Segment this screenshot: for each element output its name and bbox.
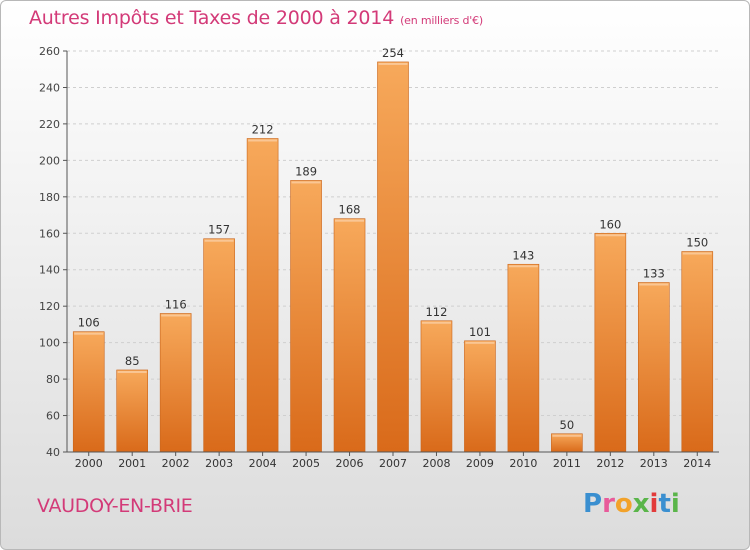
x-tick-label: 2001 xyxy=(118,457,146,470)
data-label: 50 xyxy=(560,418,575,432)
x-tick-label: 2012 xyxy=(596,457,624,470)
y-tick-label: 240 xyxy=(39,81,60,94)
bar xyxy=(681,251,714,453)
axis-layer: 40 60 80 100 120 140 160 180 200 220 240 260 2000 200… xyxy=(39,45,719,470)
title-main: Autres Impôts et Taxes de 2000 à 2014 xyxy=(29,7,395,29)
x-tick-label: 2013 xyxy=(640,457,668,470)
data-label: 101 xyxy=(469,325,491,339)
y-tick-label: 120 xyxy=(39,300,60,313)
bar-highlight xyxy=(248,139,278,142)
logo-letter: r xyxy=(602,489,615,519)
bars-layer: 106 85 116 157 212 189 168 254 112 101 143 50 160 133… xyxy=(72,46,714,453)
bar xyxy=(290,180,322,453)
bar xyxy=(159,313,192,453)
y-tick-label: 160 xyxy=(39,227,60,240)
logo-letter: o xyxy=(614,489,633,519)
bar xyxy=(116,369,148,453)
bar-highlight xyxy=(335,219,365,222)
bar-highlight xyxy=(421,321,451,324)
logo-letter: t xyxy=(658,489,671,519)
y-tick-label: 220 xyxy=(39,118,60,131)
bar-highlight xyxy=(204,239,234,242)
data-label: 168 xyxy=(339,203,361,217)
x-tick-label: 2002 xyxy=(162,457,190,470)
data-label: 133 xyxy=(643,266,665,280)
proxiti-logo: Proxiti xyxy=(583,489,680,519)
data-label: 160 xyxy=(599,217,621,231)
data-label: 85 xyxy=(125,354,140,368)
y-tick-label: 140 xyxy=(39,264,60,277)
bar-highlight xyxy=(117,370,147,373)
data-label: 150 xyxy=(686,236,708,250)
logo-letter: P xyxy=(583,489,603,519)
y-tick-label: 40 xyxy=(46,446,60,459)
logo-letter: i xyxy=(670,489,680,519)
bar xyxy=(464,340,496,453)
x-tick-label: 2009 xyxy=(466,457,494,470)
bar xyxy=(377,61,409,453)
bar xyxy=(594,232,627,453)
data-label: 116 xyxy=(165,297,187,311)
bar-highlight xyxy=(291,181,321,184)
chart-title: Autres Impôts et Taxes de 2000 à 2014 (en… xyxy=(29,7,483,29)
bar-highlight xyxy=(682,252,712,255)
y-tick-label: 200 xyxy=(39,154,60,167)
x-tick-label: 2005 xyxy=(292,457,320,470)
bar xyxy=(246,138,279,453)
bar xyxy=(72,331,105,453)
title-unit: (en milliers d'€) xyxy=(400,14,483,27)
x-tick-label: 2003 xyxy=(205,457,233,470)
bar xyxy=(203,238,235,453)
bar-highlight xyxy=(639,283,669,286)
data-label: 254 xyxy=(382,46,404,60)
bar-highlight xyxy=(161,314,191,317)
x-tick-label: 2008 xyxy=(422,457,450,470)
x-tick-label: 2010 xyxy=(509,457,537,470)
y-tick-label: 100 xyxy=(39,337,60,350)
y-tick-label: 180 xyxy=(39,191,60,204)
x-tick-label: 2000 xyxy=(75,457,103,470)
data-label: 106 xyxy=(78,316,100,330)
y-tick-label: 60 xyxy=(46,410,60,423)
bar xyxy=(420,320,453,453)
bar-highlight xyxy=(74,332,104,335)
bar-highlight xyxy=(508,265,538,268)
bar-highlight xyxy=(465,341,495,344)
bar xyxy=(507,263,540,453)
logo-letter: x xyxy=(632,489,650,519)
x-tick-label: 2011 xyxy=(553,457,581,470)
x-tick-label: 2014 xyxy=(683,457,711,470)
x-tick-label: 2006 xyxy=(336,457,364,470)
logo-letter: i xyxy=(649,489,659,519)
y-tick-label: 260 xyxy=(39,45,60,58)
x-tick-label: 2004 xyxy=(249,457,277,470)
bar-highlight xyxy=(378,62,408,65)
data-label: 212 xyxy=(252,122,274,136)
bar xyxy=(333,218,366,453)
bar-highlight xyxy=(595,234,625,237)
data-label: 143 xyxy=(512,248,534,262)
place-name: VAUDOY-EN-BRIE xyxy=(37,495,193,517)
bar-highlight xyxy=(552,434,582,437)
data-label: 112 xyxy=(425,305,447,319)
x-tick-label: 2007 xyxy=(379,457,407,470)
bar xyxy=(637,282,670,453)
data-label: 157 xyxy=(208,223,230,237)
y-tick-label: 80 xyxy=(46,373,60,386)
data-label: 189 xyxy=(295,164,317,178)
